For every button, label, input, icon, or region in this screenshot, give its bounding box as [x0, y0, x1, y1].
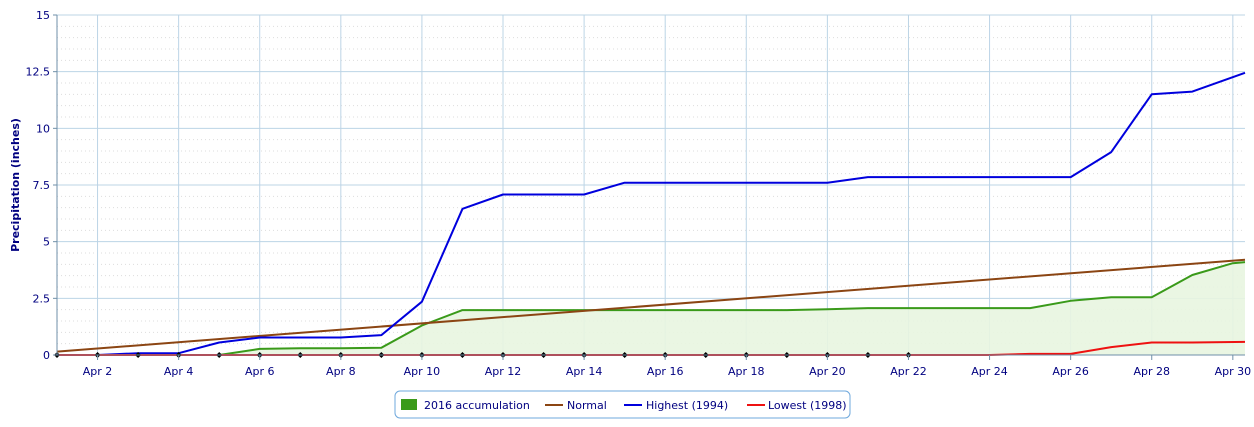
- plot-area: [56, 71, 1246, 356]
- legend-swatch-2016-accumulation: [401, 399, 417, 410]
- x-tick-label: Apr 4: [164, 365, 194, 378]
- y-axis-label: Precipitation (inches): [9, 118, 22, 252]
- x-tick-label: Apr 22: [890, 365, 927, 378]
- y-tick-label: 15: [36, 9, 50, 22]
- x-tick-label: Apr 14: [566, 365, 603, 378]
- series-line-2016-accumulation: [57, 261, 1246, 356]
- legend-item-2016-accumulation[interactable]: 2016 accumulation: [401, 399, 530, 412]
- x-tick-label: Apr 8: [326, 365, 356, 378]
- y-tick-label: 7.5: [33, 179, 51, 192]
- x-tick-label: Apr 18: [728, 365, 765, 378]
- x-tick-label: Apr 28: [1133, 365, 1170, 378]
- y-tick-label: 5: [43, 236, 50, 249]
- legend-label-highest-1994: Highest (1994): [646, 399, 728, 412]
- y-tick-label: 10: [36, 122, 50, 135]
- legend-item-highest-1994[interactable]: Highest (1994): [624, 399, 728, 412]
- legend-label-normal: Normal: [567, 399, 607, 412]
- legend-item-normal[interactable]: Normal: [545, 399, 607, 412]
- x-tick-label: Apr 12: [485, 365, 522, 378]
- x-tick-label: Apr 10: [404, 365, 441, 378]
- x-tick-label: Apr 20: [809, 365, 846, 378]
- x-tick-label: Apr 26: [1052, 365, 1089, 378]
- y-tick-label: 12.5: [26, 66, 51, 79]
- legend-label-lowest-1998: Lowest (1998): [768, 399, 847, 412]
- legend-label-2016-accumulation: 2016 accumulation: [424, 399, 530, 412]
- legend: 2016 accumulation Normal Highest (1994) …: [394, 390, 851, 419]
- legend-box: [394, 390, 851, 419]
- series-line-normal: [56, 258, 1246, 353]
- x-tick-label: Apr 2: [83, 365, 113, 378]
- x-tick-label: Apr 6: [245, 365, 275, 378]
- series-area-2016-accumulation: [57, 262, 1245, 355]
- x-tick-label: Apr 24: [971, 365, 1008, 378]
- series-line-highest-1994: [57, 71, 1246, 356]
- x-tick-label: Apr 30: [1215, 365, 1252, 378]
- axes: 0 2.5 5 7.5 10 12.5 15 Apr 2 Apr 4 Apr 6 Apr 8 Apr …: [26, 9, 1252, 378]
- y-tick-label: 2.5: [33, 292, 51, 305]
- x-tick-label: Apr 16: [647, 365, 684, 378]
- legend-item-lowest-1998[interactable]: Lowest (1998): [747, 399, 847, 412]
- y-tick-label: 0: [43, 349, 50, 362]
